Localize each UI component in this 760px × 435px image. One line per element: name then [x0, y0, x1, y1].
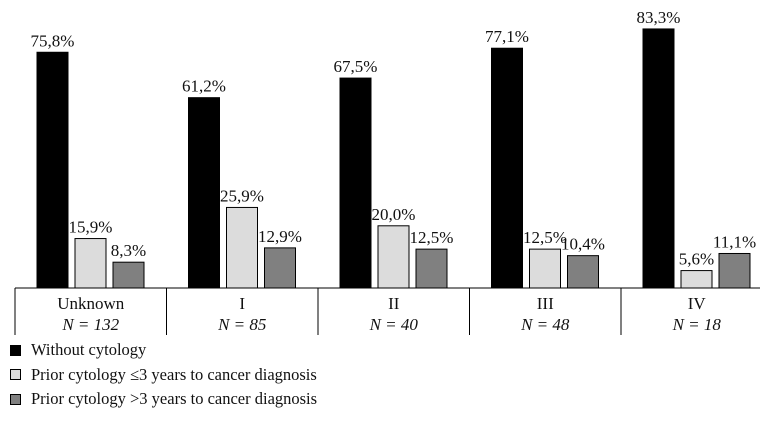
- bar: [264, 247, 296, 289]
- bar-value-label: 75,8%: [31, 31, 75, 50]
- bar: [112, 261, 145, 289]
- bar-value-label: 20,0%: [372, 205, 416, 224]
- legend-label: Without cytology: [31, 340, 147, 360]
- bar: [529, 248, 561, 289]
- bar-value-label: 12,9%: [258, 227, 302, 246]
- category-label: IV: [688, 294, 707, 313]
- bar: [415, 248, 448, 289]
- legend-swatch-black: [10, 344, 21, 356]
- legend-label: Prior cytology >3 years to cancer diagno…: [31, 389, 318, 409]
- bar-value-label: 5,6%: [679, 250, 714, 269]
- legend: Without cytology Prior cytology ≤3 years…: [10, 338, 317, 412]
- category-label: II: [388, 294, 400, 313]
- bar-value-label: 25,9%: [220, 186, 264, 205]
- bar: [377, 225, 410, 289]
- category-n-label: N = 18: [672, 315, 722, 334]
- category-n-label: N = 85: [217, 315, 266, 334]
- bar-value-label: 8,3%: [111, 241, 146, 260]
- legend-item-prior-cytology-gt3: Prior cytology >3 years to cancer diagno…: [10, 387, 317, 412]
- bar: [718, 252, 751, 289]
- category-label: Unknown: [57, 294, 125, 313]
- category-n-label: N = 132: [61, 315, 119, 334]
- bar-value-label: 10,4%: [561, 235, 605, 254]
- bar-value-label: 15,9%: [69, 218, 113, 237]
- bar: [74, 238, 107, 289]
- bar-value-label: 61,2%: [182, 77, 226, 96]
- bar: [680, 270, 713, 289]
- bar-value-label: 77,1%: [485, 27, 529, 46]
- bar-value-label: 11,1%: [713, 232, 756, 251]
- bar: [567, 255, 599, 289]
- legend-item-prior-cytology-le3: Prior cytology ≤3 years to cancer diagno…: [10, 363, 317, 388]
- bar: [642, 28, 675, 289]
- legend-item-without-cytology: Without cytology: [10, 338, 317, 363]
- bar: [226, 206, 258, 289]
- category-n-label: N = 48: [520, 315, 570, 334]
- bar-value-label: 12,5%: [410, 228, 454, 247]
- bar: [491, 47, 523, 289]
- category-label: III: [537, 294, 554, 313]
- category-n-label: N = 40: [369, 315, 419, 334]
- category-label: I: [239, 294, 245, 313]
- bar: [339, 77, 372, 289]
- bar: [36, 51, 69, 289]
- bar: [188, 97, 220, 289]
- bar-value-label: 83,3%: [637, 8, 681, 27]
- legend-swatch-dark: [10, 393, 21, 405]
- bar-chart: 75,8% 15,9% 8,3% Unknown N = 132 61,2% 25,9% 12…: [14, 8, 760, 335]
- legend-swatch-light: [10, 369, 21, 381]
- bar-value-label: 67,5%: [334, 57, 378, 76]
- bar-value-label: 12,5%: [523, 228, 567, 247]
- legend-label: Prior cytology ≤3 years to cancer diagno…: [31, 364, 317, 384]
